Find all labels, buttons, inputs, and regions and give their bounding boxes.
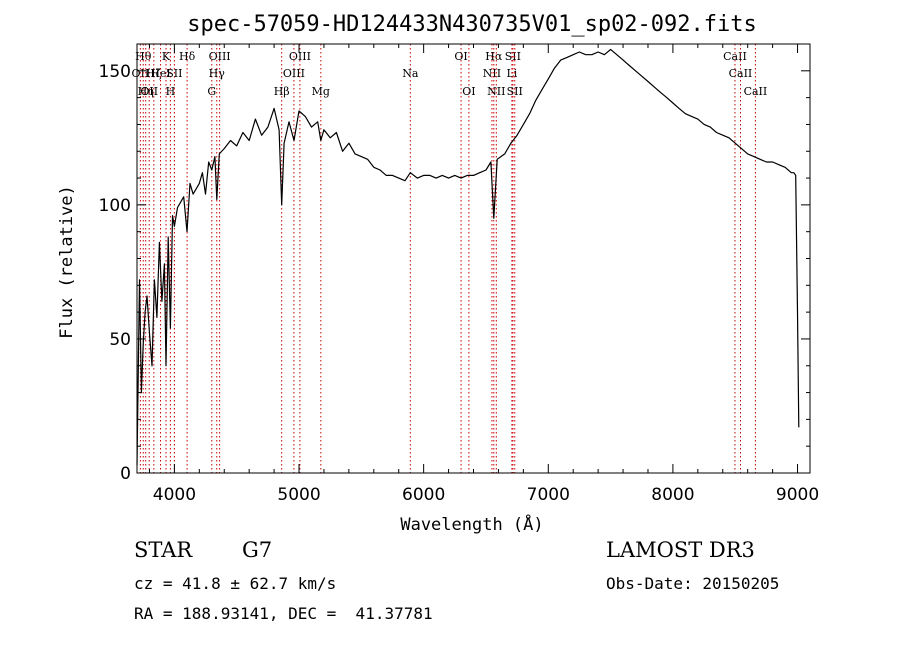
- vline-label-26: CaII: [723, 50, 747, 63]
- vline-label-14: OIII: [283, 67, 305, 80]
- x-tick-label-5000: 5000: [277, 485, 320, 505]
- vline-label-24: SII: [505, 50, 521, 63]
- series-line-flux: [136, 48, 800, 466]
- vline-label-22: NII: [487, 85, 505, 98]
- y-tick-label-50: 50: [109, 330, 131, 350]
- vline-label-23: Li: [506, 67, 517, 80]
- survey-name: LAMOST DR3: [606, 538, 755, 562]
- vline-label-2: Hη: [138, 85, 154, 98]
- x-axis: 4000 5000 6000 7000 8000 9000: [148, 44, 819, 505]
- spectral-line-markers: OIIHθHηOIIHζHeIKHSIIHδGHγOIIIHβOIIIOIIIM…: [132, 44, 768, 473]
- vline-label-4: Hζ: [146, 67, 162, 80]
- vline-label-17: Na: [402, 67, 419, 80]
- vline-label-6: K: [162, 50, 171, 63]
- vline-label-16: Mg: [312, 85, 330, 98]
- vline-label-1: Hθ: [135, 50, 152, 63]
- y-tick-label-100: 100: [99, 196, 131, 216]
- y-tick-label-150: 150: [99, 62, 131, 82]
- vline-label-11: Hγ: [209, 67, 226, 80]
- y-tick-label-0: 0: [120, 464, 131, 484]
- spectral-subclass: G7: [242, 538, 273, 562]
- chart-title: spec-57059-HD124433N430735V01_sp02-092.f…: [187, 12, 757, 37]
- observation-date: Obs-Date: 20150205: [606, 574, 780, 593]
- vline-label-19: OI: [462, 85, 475, 98]
- vline-label-10: G: [207, 85, 216, 98]
- vline-label-8: SII: [166, 67, 182, 80]
- vline-label-20: NII: [483, 67, 501, 80]
- vline-label-12: OIII: [209, 50, 231, 63]
- y-axis-label: Flux (relative): [57, 185, 77, 339]
- x-tick-label-8000: 8000: [651, 485, 694, 505]
- vline-label-13: Hβ: [274, 85, 290, 98]
- y-axis: 0 50 100 150: [99, 62, 810, 484]
- vline-label-25: SII: [507, 85, 523, 98]
- object-class: STAR: [134, 538, 193, 562]
- vline-label-27: CaII: [729, 67, 753, 80]
- x-tick-label-9000: 9000: [776, 485, 819, 505]
- x-tick-label-7000: 7000: [527, 485, 570, 505]
- x-axis-label: Wavelength (Å): [400, 513, 543, 535]
- vline-label-21: Hα: [485, 50, 503, 63]
- flux-series: [136, 48, 800, 466]
- x-tick-label-6000: 6000: [402, 485, 445, 505]
- vline-label-7: H: [166, 85, 176, 98]
- vline-label-3: OII: [140, 85, 158, 98]
- vline-label-0: OII: [132, 67, 150, 80]
- vline-label-15: OIII: [289, 50, 311, 63]
- vline-label-18: OI: [454, 50, 467, 63]
- redshift-velocity: cz = 41.8 ± 62.7 km/s: [134, 574, 337, 593]
- plot-frame: [136, 43, 811, 474]
- vline-label-9: Hδ: [179, 50, 196, 63]
- vline-label-28: CaII: [744, 85, 768, 98]
- x-tick-label-4000: 4000: [153, 485, 196, 505]
- sky-coordinates: RA = 188.93141, DEC = 41.37781: [134, 604, 433, 623]
